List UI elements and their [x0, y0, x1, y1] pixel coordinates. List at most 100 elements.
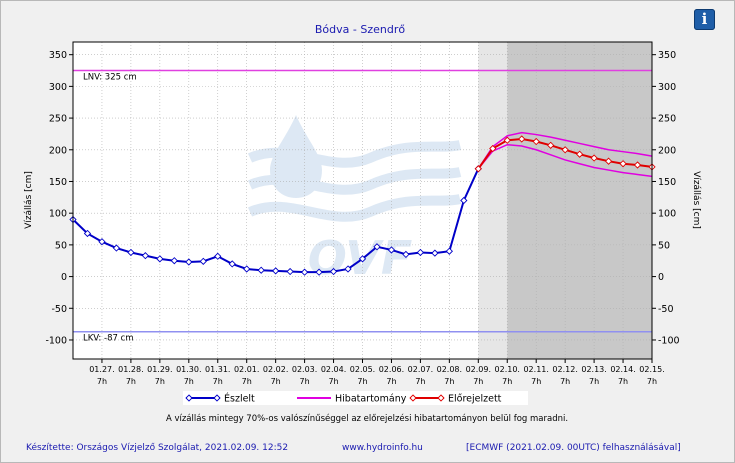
observed-point: [214, 252, 222, 260]
legend-marker: [213, 394, 221, 402]
x-tick-label-time: 7h: [386, 377, 396, 386]
forecast-point: [547, 141, 555, 149]
forecast-point: [604, 157, 613, 165]
y-tick-label-left: 350: [49, 50, 67, 61]
observed-point: [358, 255, 367, 263]
observed-point: [460, 196, 468, 205]
legend-label: Észlelt: [224, 393, 255, 405]
forecast-point: [532, 137, 540, 146]
y-tick-label-right: -100: [658, 335, 680, 346]
observed-point: [431, 249, 439, 257]
forecast-point: [489, 144, 497, 153]
observed-point: [141, 252, 150, 260]
x-tick-label-time: 7h: [155, 377, 165, 386]
y-tick-label-left: 50: [55, 240, 67, 251]
observed-point: [156, 255, 164, 263]
y-axis-left: -100 -50 0 50 100 150 200 250 300 350: [45, 50, 73, 346]
x-tick-label-date: 02.11.: [523, 365, 548, 374]
x-tick-label-date: 01.30.: [176, 365, 201, 374]
y-tick-label-left: -100: [45, 335, 67, 346]
observed-point: [402, 250, 410, 259]
chart-title: Bódva - Szendrő: [315, 23, 405, 36]
x-tick-label-date: 02.07.: [408, 365, 433, 374]
error-band: [477, 131, 653, 178]
forecast-point: [619, 160, 627, 168]
x-tick-label-date: 02.10.: [495, 365, 520, 374]
y-tick-label-left: 300: [49, 82, 67, 93]
watermark-wave-3: [247, 194, 462, 222]
observed-point: [243, 265, 251, 273]
forecast-point: [474, 165, 482, 173]
observed-point: [315, 268, 323, 276]
x-axis: 01.27. 7h 01.28. 7h 01.29. 7h 01.30. 7h 01.31. 7h…: [89, 359, 665, 386]
observed-point: [112, 244, 121, 252]
x-tick-label-time: 7h: [126, 377, 136, 386]
observed-point: [329, 267, 338, 276]
x-tick-label-date: 01.31.: [205, 365, 230, 374]
observed-point: [199, 257, 207, 266]
observed-point: [98, 238, 106, 246]
y-tick-label-left: 0: [61, 272, 67, 283]
forecast-point: [503, 136, 511, 144]
x-tick-label-time: 7h: [242, 377, 252, 386]
legend-box: [183, 391, 528, 405]
footer-website-link[interactable]: www.hydroinfo.hu: [342, 443, 423, 453]
x-tick-label-time: 7h: [560, 377, 570, 386]
x-tick-label-date: 02.15.: [639, 365, 664, 374]
y-tick-label-left: 200: [49, 145, 67, 156]
x-tick-label-date: 02.08.: [437, 365, 462, 374]
x-tick-label-time: 7h: [213, 377, 223, 386]
x-tick-label-time: 7h: [328, 377, 338, 386]
observed-point: [373, 243, 381, 251]
y-axis-label-right: Vízállás [cm]: [691, 171, 701, 229]
reference-line-label: LNV: 325 cm: [83, 73, 137, 83]
forecast-point: [561, 146, 569, 154]
y-tick-label-right: 150: [658, 177, 676, 188]
reference-line-label: LKV: -87 cm: [83, 334, 134, 344]
x-tick-label-time: 7h: [300, 377, 310, 386]
y-tick-label-right: -50: [658, 304, 674, 315]
legend-marker: [409, 394, 417, 402]
x-tick-label-date: 02.03.: [292, 365, 317, 374]
watermark-drop-shape: [270, 115, 322, 198]
y-tick-label-right: 350: [658, 50, 676, 61]
forecast-point: [633, 161, 642, 169]
y-tick-label-left: -50: [51, 304, 67, 315]
x-tick-label-time: 7h: [473, 377, 483, 386]
forecast-point: [590, 154, 598, 162]
observed-point: [416, 248, 425, 257]
x-tick-label-date: 02.01.: [234, 365, 259, 374]
watermark-wave-2: [247, 167, 462, 195]
y-tick-label-right: 100: [658, 209, 676, 220]
x-tick-label-date: 02.04.: [321, 365, 346, 374]
observed-point: [257, 266, 265, 274]
observed-point: [445, 247, 453, 255]
legend: Észlelt Hibatartomány Előrejelzett: [183, 391, 528, 405]
x-tick-label-date: 02.05.: [350, 365, 375, 374]
forecast-series: [474, 135, 656, 173]
x-tick-label-date: 02.06.: [379, 365, 404, 374]
x-tick-label-time: 7h: [589, 377, 599, 386]
error-band-upper: [477, 131, 653, 170]
y-tick-label-left: 100: [49, 209, 67, 220]
error-band-lower: [477, 143, 653, 178]
forecast-point: [518, 135, 526, 143]
x-tick-label-time: 7h: [97, 377, 107, 386]
x-tick-label-time: 7h: [357, 377, 367, 386]
x-tick-label-date: 01.28.: [118, 365, 143, 374]
observed-point: [83, 229, 92, 238]
x-tick-label-time: 7h: [647, 377, 657, 386]
observed-point: [344, 265, 352, 273]
x-tick-label-time: 7h: [444, 377, 454, 386]
info-button[interactable]: i: [694, 9, 715, 30]
x-tick-label-date: 02.14.: [610, 365, 635, 374]
y-tick-label-left: 250: [49, 114, 67, 125]
y-tick-label-right: 0: [658, 272, 664, 283]
x-tick-label-date: 02.02.: [263, 365, 288, 374]
x-tick-label-date: 02.09.: [466, 365, 491, 374]
observed-point: [387, 246, 396, 254]
legend-label: Előrejelzett: [448, 394, 502, 405]
observed-point: [272, 267, 280, 275]
forecast-note: A vízállás mintegy 70%-os valószínűségge…: [166, 413, 568, 424]
